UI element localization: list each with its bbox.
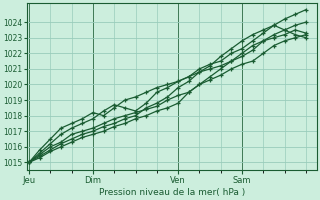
X-axis label: Pression niveau de la mer( hPa ): Pression niveau de la mer( hPa ) — [99, 188, 245, 197]
